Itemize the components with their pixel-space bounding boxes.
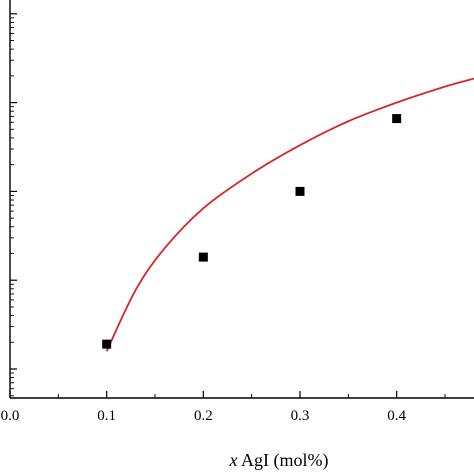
- y-axis-ticks: [10, 13, 17, 397]
- data-point: [198, 252, 208, 262]
- x-tick-label: 0.3: [291, 408, 310, 424]
- x-tick-label: 0.2: [194, 408, 213, 424]
- data-point: [102, 339, 112, 349]
- plot-frame: [9, 0, 474, 399]
- x-axis-tick-labels: 0.0 0.1 0.2 0.3 0.4: [1, 408, 407, 424]
- fit-curve-series: [105, 77, 474, 352]
- data-points-series: [102, 114, 402, 349]
- x-axis-title-var: x: [229, 450, 238, 470]
- x-tick-label: 0.0: [1, 408, 20, 424]
- x-axis-ticks: [9, 391, 446, 398]
- fit-curve-line: [105, 77, 474, 352]
- x-axis-title: x AgI (mol%): [229, 450, 329, 471]
- x-axis-title-rest: AgI (mol%): [238, 450, 329, 471]
- x-tick-label: 0.4: [387, 408, 406, 424]
- x-tick-label: 0.1: [97, 408, 116, 424]
- data-point: [295, 186, 305, 196]
- data-point: [392, 114, 402, 124]
